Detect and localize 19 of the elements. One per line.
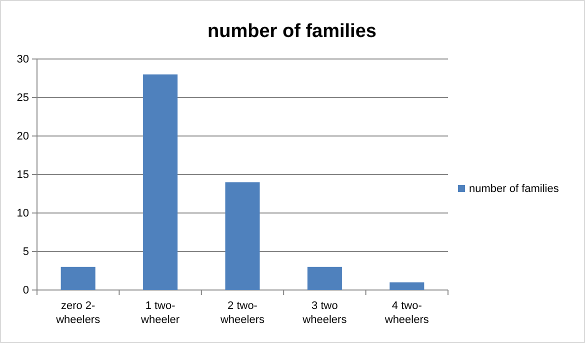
y-tick-label: 10 [16, 208, 29, 220]
bar [307, 266, 342, 290]
y-tick-label: 0 [22, 284, 29, 297]
bar [143, 74, 178, 290]
bar [225, 182, 260, 290]
bar [390, 282, 424, 290]
chart-title: number of families [208, 21, 376, 42]
y-tick-label: 30 [16, 54, 29, 66]
legend-label: number of families [469, 183, 560, 195]
x-tick-label: 4 two-wheelers [384, 300, 430, 326]
y-tick-label: 25 [16, 92, 29, 104]
x-tick-label: 3 two wheelers [302, 300, 348, 326]
bar [60, 266, 96, 290]
y-tick-label: 5 [22, 246, 29, 258]
y-tick-label: 15 [16, 169, 29, 182]
x-tick-label: zero 2-wheelers [55, 300, 101, 326]
y-tick-label: 20 [16, 130, 29, 143]
x-tick-label: 2 two-wheelers [219, 300, 266, 326]
x-tick-label: 1 two-wheeler [140, 300, 180, 326]
